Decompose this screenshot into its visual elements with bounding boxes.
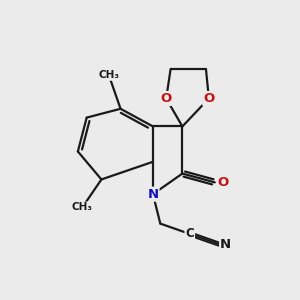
Text: O: O (218, 176, 229, 189)
Text: CH₃: CH₃ (98, 70, 119, 80)
Text: O: O (203, 92, 214, 105)
Text: C: C (185, 227, 194, 240)
Text: N: N (147, 188, 158, 201)
Text: N: N (220, 238, 231, 251)
Text: O: O (160, 92, 172, 105)
Text: CH₃: CH₃ (72, 202, 93, 212)
